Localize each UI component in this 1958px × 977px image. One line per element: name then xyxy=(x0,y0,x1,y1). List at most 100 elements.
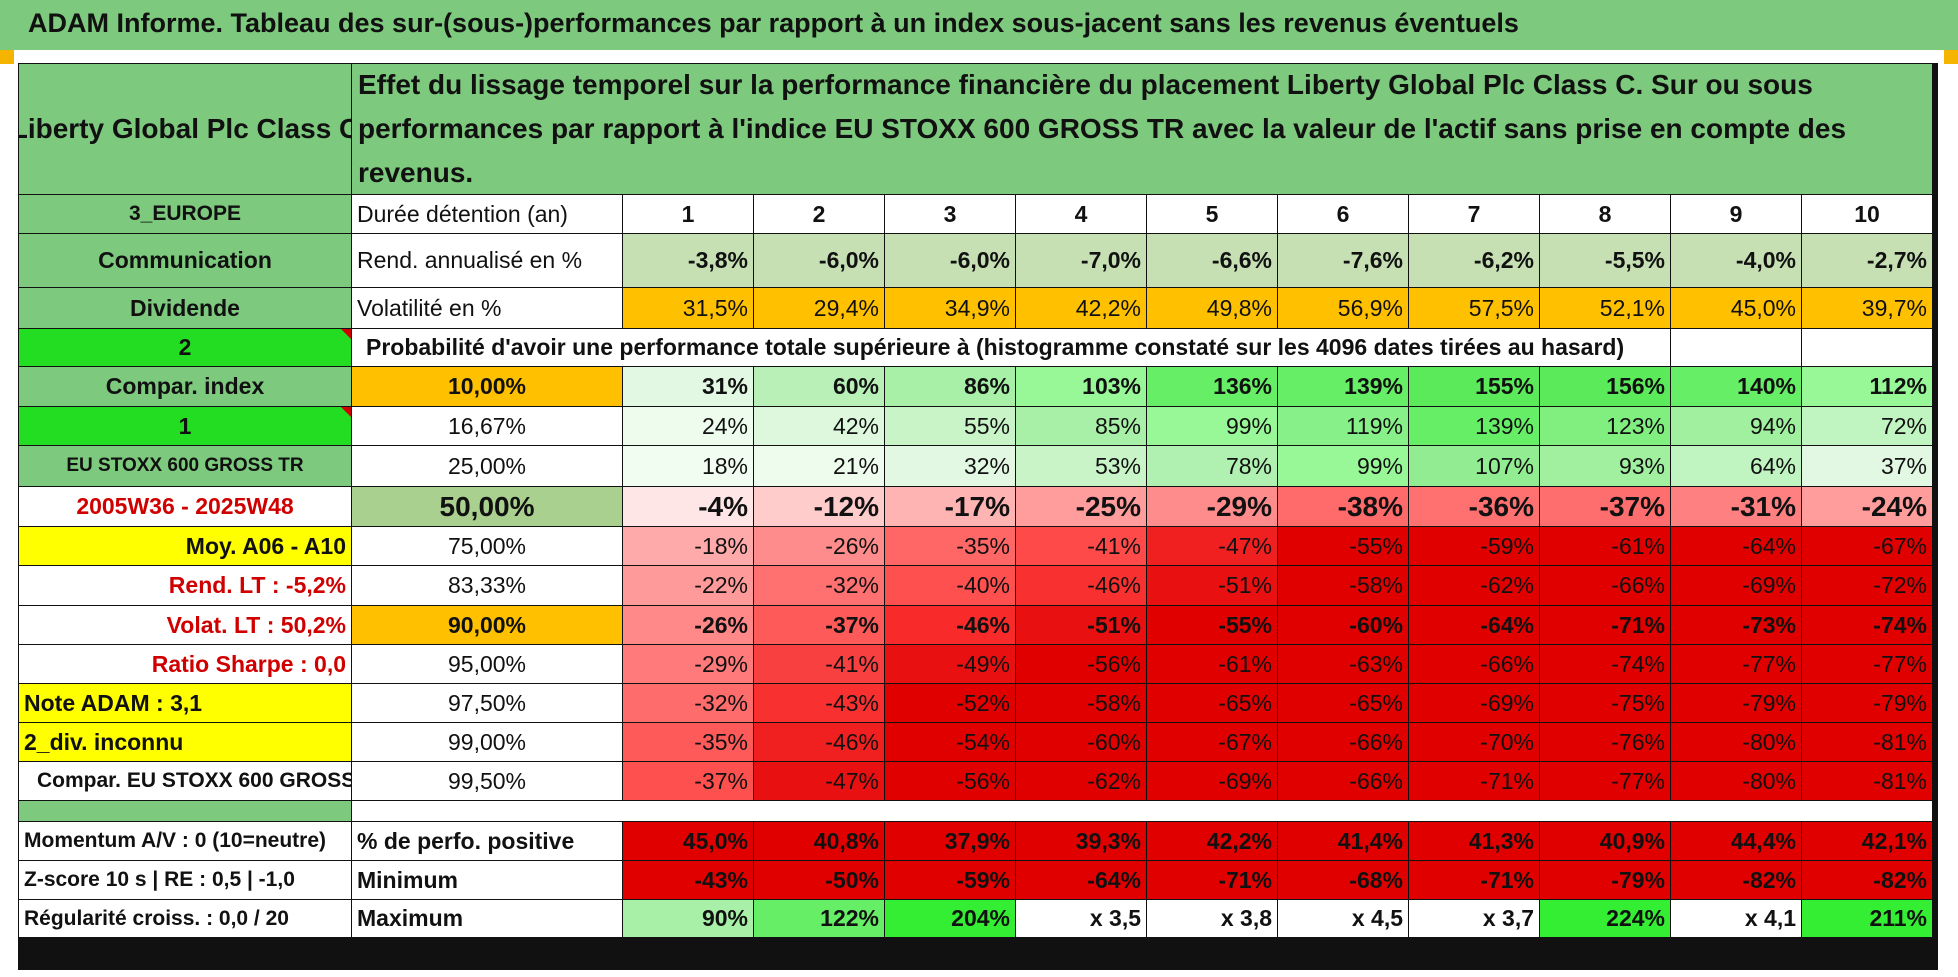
quantile-cell: -38% xyxy=(1278,487,1408,526)
quantile-cell: 32% xyxy=(885,446,1015,486)
region-label: 3_EUROPE xyxy=(19,195,351,233)
year-header: 9 xyxy=(1671,195,1801,233)
quantile-cell: -46% xyxy=(1016,566,1146,605)
quantile-cell: -55% xyxy=(1147,606,1277,644)
volatility-cell: 29,4% xyxy=(754,288,884,328)
quantile-cell: -79% xyxy=(1802,684,1932,722)
period-label: 2005W36 - 2025W48 xyxy=(19,487,351,526)
quantile-cell: 53% xyxy=(1016,446,1146,486)
quantile-cell: 64% xyxy=(1671,446,1801,486)
minimum-cell: -71% xyxy=(1409,861,1539,899)
volatility-cell: 52,1% xyxy=(1540,288,1670,328)
quantile-cell: 103% xyxy=(1016,367,1146,406)
annual-return-cell: -7,6% xyxy=(1278,234,1408,287)
separator-cell xyxy=(19,801,351,821)
year-header: 5 xyxy=(1147,195,1277,233)
quantile-cell: -70% xyxy=(1409,723,1539,761)
quantile-cell: -61% xyxy=(1540,527,1670,565)
sharpe-ratio: Ratio Sharpe : 0,0 xyxy=(19,645,351,683)
quantile-cell: -64% xyxy=(1409,606,1539,644)
volatility-cell: 45,0% xyxy=(1671,288,1801,328)
quantile-label: 99,00% xyxy=(352,723,622,761)
quantile-label: 83,33% xyxy=(352,566,622,605)
quantile-cell: -79% xyxy=(1671,684,1801,722)
maximum-cell: 204% xyxy=(885,900,1015,937)
minimum-cell: -64% xyxy=(1016,861,1146,899)
maximum-cell: x 3,8 xyxy=(1147,900,1277,937)
adam-score: Note ADAM : 3,1 xyxy=(19,684,351,722)
quantile-cell: -46% xyxy=(885,606,1015,644)
minimum-cell: -82% xyxy=(1671,861,1801,899)
quantile-cell: -69% xyxy=(1671,566,1801,605)
quantile-cell: -35% xyxy=(623,723,753,761)
quantile-cell: 99% xyxy=(1147,407,1277,445)
quantile-cell: 123% xyxy=(1540,407,1670,445)
volatility-label: Volatilité en % xyxy=(352,288,622,328)
quantile-cell: -80% xyxy=(1671,762,1801,800)
maximum-cell: 90% xyxy=(623,900,753,937)
quantile-cell: -37% xyxy=(754,606,884,644)
positive-perf-cell: 41,4% xyxy=(1278,822,1408,860)
quantile-cell: 140% xyxy=(1671,367,1801,406)
quantile-cell: -37% xyxy=(623,762,753,800)
minimum-cell: -79% xyxy=(1540,861,1670,899)
volatility-cell: 39,7% xyxy=(1802,288,1932,328)
quantile-cell: 155% xyxy=(1409,367,1539,406)
quantile-cell: -66% xyxy=(1278,762,1408,800)
quantile-cell: -56% xyxy=(1016,645,1146,683)
quantile-label: 25,00% xyxy=(352,446,622,486)
quantile-cell: -58% xyxy=(1016,684,1146,722)
quantile-cell: -40% xyxy=(885,566,1015,605)
quantile-cell: -65% xyxy=(1278,684,1408,722)
compare-index-label: Compar. index xyxy=(19,367,351,406)
quantile-cell: -56% xyxy=(885,762,1015,800)
quantile-cell: -12% xyxy=(754,487,884,526)
year-header: 8 xyxy=(1540,195,1670,233)
maximum-cell: x 3,5 xyxy=(1016,900,1146,937)
minimum-cell: -68% xyxy=(1278,861,1408,899)
quantile-cell: -73% xyxy=(1671,606,1801,644)
quantile-label: 10,00% xyxy=(352,367,622,406)
maximum-cell: 224% xyxy=(1540,900,1670,937)
quantile-cell: 119% xyxy=(1278,407,1408,445)
annual-return-cell: -6,6% xyxy=(1147,234,1277,287)
sector-label: Communication xyxy=(19,234,351,287)
quantile-cell: -74% xyxy=(1540,645,1670,683)
maximum-label: Maximum xyxy=(352,900,622,937)
quantile-cell: -47% xyxy=(1147,527,1277,565)
dividend-label: Dividende xyxy=(19,288,351,328)
year-header: 7 xyxy=(1409,195,1539,233)
dividend-status: 2_div. inconnu xyxy=(19,723,351,761)
quantile-cell: -75% xyxy=(1540,684,1670,722)
quantile-cell: 112% xyxy=(1802,367,1932,406)
minimum-cell: -71% xyxy=(1147,861,1277,899)
quantile-label: 90,00% xyxy=(352,606,622,644)
quantile-cell: -62% xyxy=(1016,762,1146,800)
quantile-cell: -69% xyxy=(1409,684,1539,722)
quantile-cell: 72% xyxy=(1802,407,1932,445)
year-header: 10 xyxy=(1802,195,1932,233)
quantile-cell: 60% xyxy=(754,367,884,406)
long-term-return: Rend. LT : -5,2% xyxy=(19,566,351,605)
annual-return-cell: -6,2% xyxy=(1409,234,1539,287)
quantile-cell: 136% xyxy=(1147,367,1277,406)
performance-table: Liberty Global Plc Class C Effet du liss… xyxy=(18,63,1938,970)
quantile-cell: -36% xyxy=(1409,487,1539,526)
quantile-cell: -49% xyxy=(885,645,1015,683)
separator-row xyxy=(352,801,1932,821)
title-bar: ADAM Informe. Tableau des sur-(sous-)per… xyxy=(0,0,1958,52)
index-rank: 1 xyxy=(19,407,351,445)
annual-return-cell: -6,0% xyxy=(885,234,1015,287)
empty-cell xyxy=(1671,329,1801,366)
quantile-cell: 93% xyxy=(1540,446,1670,486)
annual-return-cell: -3,8% xyxy=(623,234,753,287)
positive-perf-cell: 40,9% xyxy=(1540,822,1670,860)
quantile-cell: -26% xyxy=(623,606,753,644)
index-name: EU STOXX 600 GROSS TR xyxy=(19,446,351,486)
quantile-cell: -66% xyxy=(1540,566,1670,605)
quantile-cell: 94% xyxy=(1671,407,1801,445)
positive-perf-cell: 45,0% xyxy=(623,822,753,860)
quantile-cell: 85% xyxy=(1016,407,1146,445)
empty-cell xyxy=(1802,329,1932,366)
quantile-cell: -25% xyxy=(1016,487,1146,526)
